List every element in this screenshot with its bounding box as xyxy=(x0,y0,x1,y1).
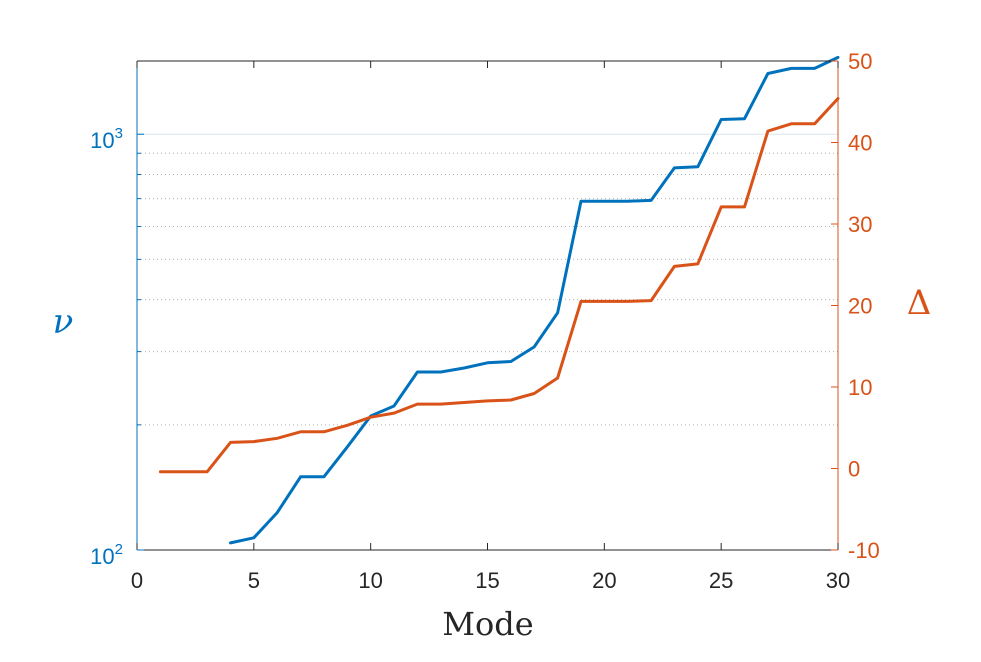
x-tick-label: 0 xyxy=(131,568,143,593)
y-right-tick-label: 40 xyxy=(848,131,872,156)
x-tick-label: 20 xyxy=(592,568,616,593)
y-right-tick-label: 20 xyxy=(848,294,872,319)
series-line-delta xyxy=(158,97,840,474)
y-right-tick-label: 30 xyxy=(848,212,872,237)
x-tick-label: 10 xyxy=(358,568,382,593)
x-axis-label: Mode xyxy=(442,605,533,643)
grid-lines xyxy=(137,133,838,426)
series-lines xyxy=(158,55,840,545)
y-right-tick-label: 10 xyxy=(848,375,872,400)
x-tick-label: 5 xyxy=(248,568,260,593)
x-tick-label: 25 xyxy=(709,568,733,593)
y-left-tick-label: 103 xyxy=(90,125,123,153)
y-left-tick-label: 102 xyxy=(90,541,123,569)
series-line-nu xyxy=(229,55,840,545)
y-axis-right-label: Δ xyxy=(907,283,932,323)
y-right-tick-label: 0 xyxy=(848,457,860,482)
y-axis-left-label: ν xyxy=(53,302,74,342)
y-right-tick-label: -10 xyxy=(848,538,880,563)
x-tick-label: 30 xyxy=(826,568,850,593)
axes xyxy=(136,60,839,551)
y-right-tick-label: 50 xyxy=(848,49,872,74)
tick-labels: 0 5 10 15 20 25 30 102 103 -10 0 10 20 30 40 50 xyxy=(90,49,880,593)
x-tick-label: 15 xyxy=(475,568,499,593)
